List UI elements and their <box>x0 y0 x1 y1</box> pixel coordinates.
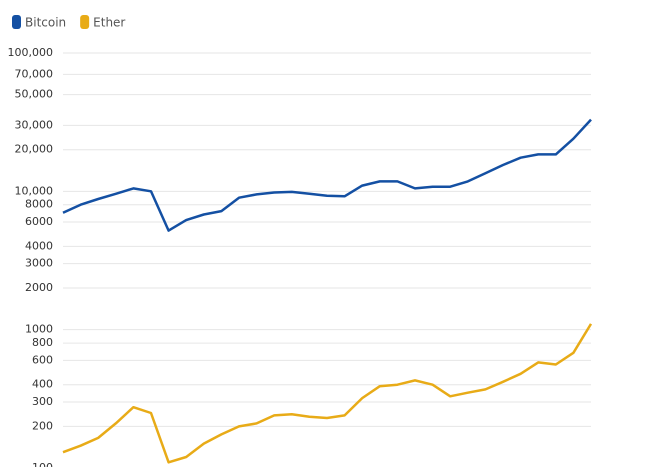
y-tick-label: 200 <box>32 419 53 432</box>
y-tick-label: 800 <box>32 336 53 349</box>
line-series <box>62 323 593 464</box>
y-tick-label: 8000 <box>25 198 53 211</box>
y-tick-label: 2000 <box>25 281 53 294</box>
y-tick-label: 3000 <box>25 257 53 270</box>
legend-label[interactable]: Bitcoin <box>25 16 66 30</box>
line-series <box>62 118 592 232</box>
y-tick-label: 50,000 <box>15 88 54 101</box>
y-tick-label: 1000 <box>25 323 53 336</box>
legend-item[interactable]: Bitcoin <box>12 15 66 30</box>
y-tick-label: 30,000 <box>15 118 54 131</box>
legend: Bitcoin Ether <box>12 15 125 30</box>
legend-swatch[interactable] <box>80 15 90 29</box>
y-tick-label: 100,000 <box>8 46 54 59</box>
y-tick-label: 400 <box>32 378 53 391</box>
y-tick-label: 4000 <box>25 239 53 252</box>
legend-swatch[interactable] <box>12 15 21 29</box>
y-tick-label: 6000 <box>25 215 53 228</box>
legend-label[interactable]: Ether <box>93 16 125 30</box>
y-tick-label: 600 <box>32 353 53 366</box>
legend-item[interactable]: Ether <box>80 15 125 30</box>
y-tick-label: 10,000 <box>15 184 54 197</box>
y-tick-label: 100 <box>32 461 53 467</box>
y-tick-label: 20,000 <box>15 143 54 156</box>
y-tick-label: 70,000 <box>15 67 54 80</box>
y-tick-label: 300 <box>32 395 53 408</box>
